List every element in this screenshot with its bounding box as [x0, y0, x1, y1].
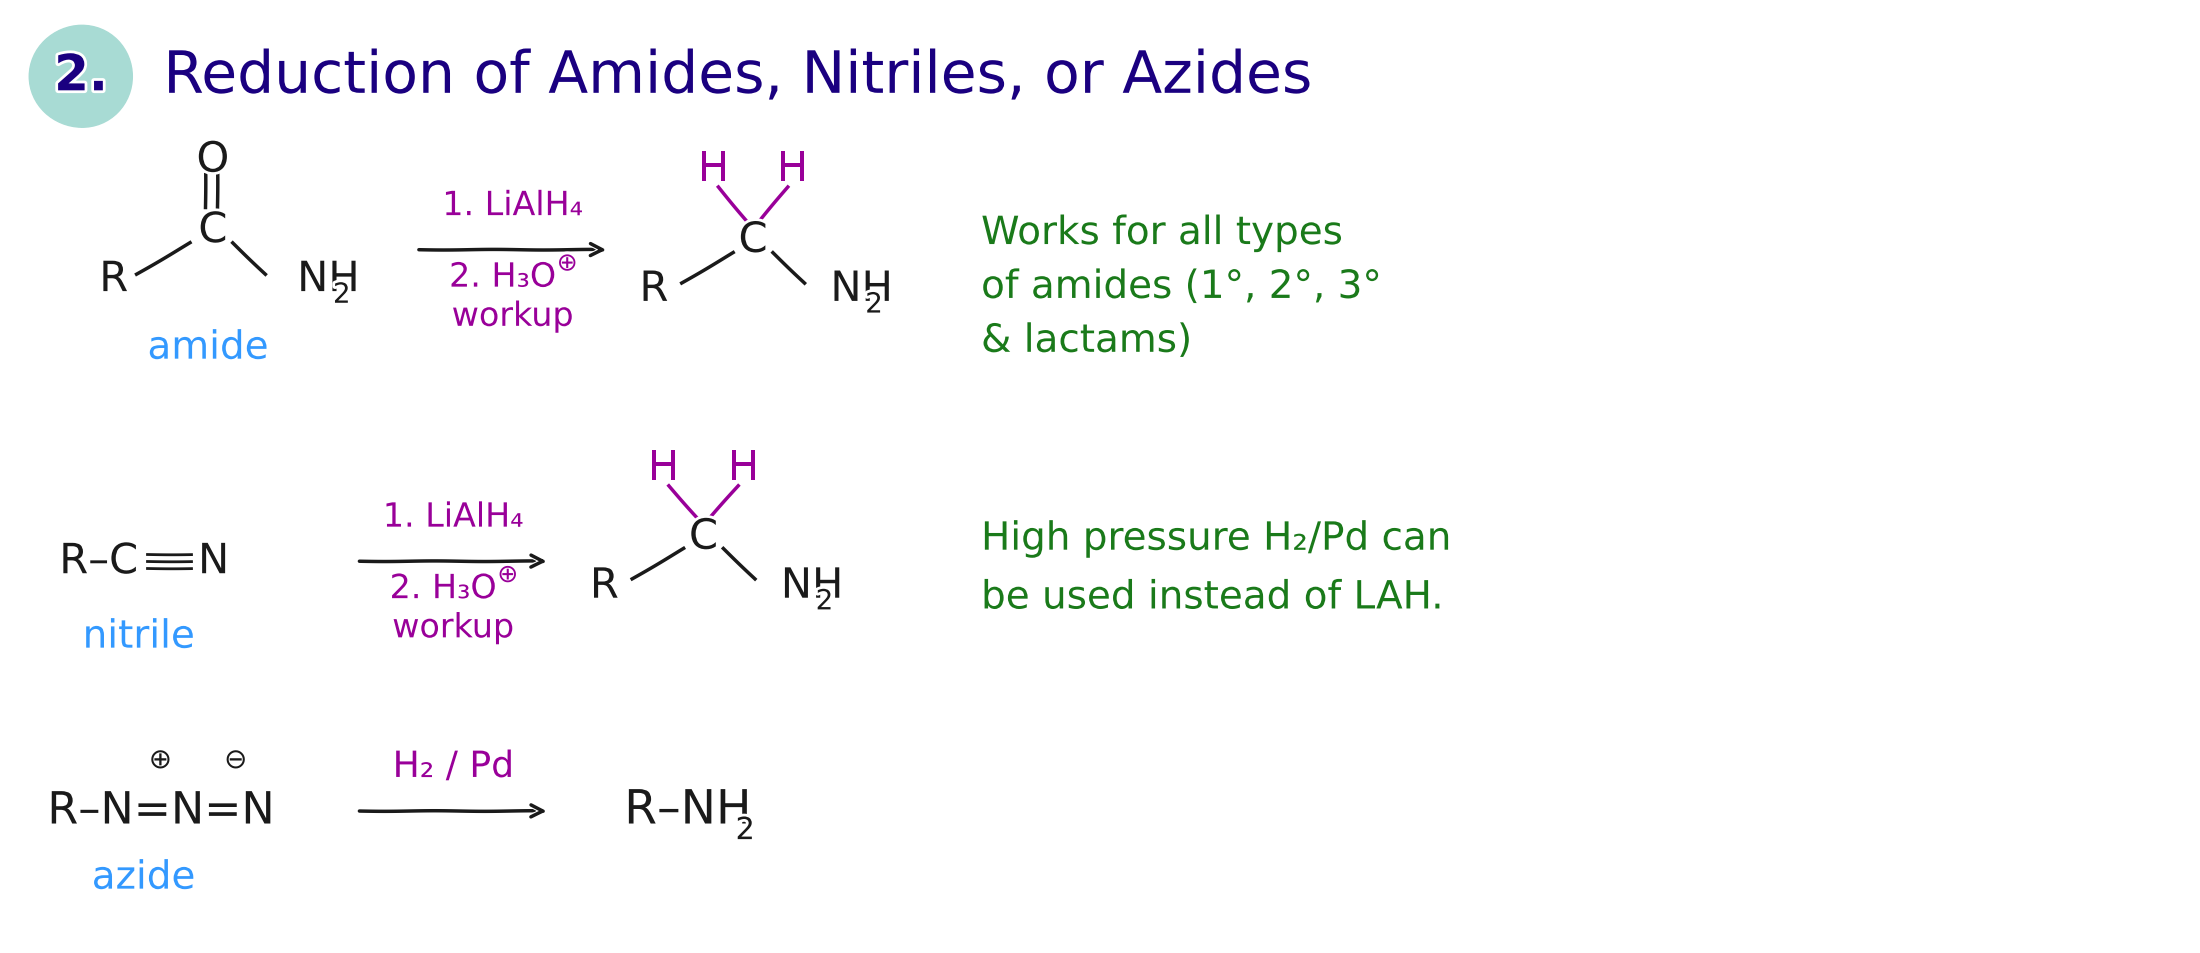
Text: R–C: R–C: [59, 540, 139, 582]
Text: 2: 2: [735, 817, 755, 845]
Text: workup: workup: [392, 612, 515, 644]
Text: C: C: [739, 220, 768, 262]
Text: 2: 2: [332, 281, 350, 310]
Text: C: C: [198, 210, 227, 252]
Text: NH: NH: [829, 269, 893, 311]
Text: 2. H₃O: 2. H₃O: [389, 573, 497, 605]
Text: ⊕: ⊕: [497, 563, 519, 587]
Text: C: C: [689, 517, 717, 558]
Text: H: H: [728, 448, 759, 490]
Text: N: N: [198, 540, 229, 582]
Text: High pressure H₂/Pd can: High pressure H₂/Pd can: [981, 520, 1452, 558]
Text: workup: workup: [451, 300, 574, 334]
Text: azide: azide: [92, 859, 196, 897]
Text: R: R: [590, 565, 618, 607]
Text: R: R: [99, 259, 128, 301]
Circle shape: [29, 27, 132, 128]
Text: ⊕: ⊕: [150, 746, 172, 774]
Text: R: R: [640, 269, 669, 311]
Text: & lactams): & lactams): [981, 322, 1192, 360]
Text: 2. H₃O: 2. H₃O: [449, 261, 557, 294]
Text: R–NH: R–NH: [625, 789, 752, 834]
Text: ⊕: ⊕: [557, 253, 579, 276]
Text: NH: NH: [781, 565, 843, 607]
Text: 2: 2: [865, 292, 882, 319]
Text: Works for all types: Works for all types: [981, 214, 1342, 253]
Text: H₂ / Pd: H₂ / Pd: [392, 750, 515, 784]
Text: amide: amide: [147, 330, 268, 367]
Text: H: H: [649, 448, 680, 490]
Text: H: H: [697, 150, 728, 192]
Text: 1. LiAlH₄: 1. LiAlH₄: [442, 190, 583, 223]
Text: 2.: 2.: [55, 53, 108, 101]
Text: Reduction of Amides, Nitriles, or Azides: Reduction of Amides, Nitriles, or Azides: [163, 49, 1313, 106]
Text: of amides (1°, 2°, 3°: of amides (1°, 2°, 3°: [981, 269, 1382, 307]
Text: ⊖: ⊖: [224, 746, 246, 774]
Text: R–N=N=N: R–N=N=N: [48, 790, 275, 833]
Text: O: O: [196, 139, 229, 181]
Text: 2: 2: [816, 588, 834, 616]
Text: NH: NH: [297, 259, 359, 301]
Text: H: H: [777, 150, 807, 192]
Text: nitrile: nitrile: [84, 618, 194, 656]
Text: be used instead of LAH.: be used instead of LAH.: [981, 578, 1443, 617]
Text: 1. LiAlH₄: 1. LiAlH₄: [383, 501, 524, 534]
